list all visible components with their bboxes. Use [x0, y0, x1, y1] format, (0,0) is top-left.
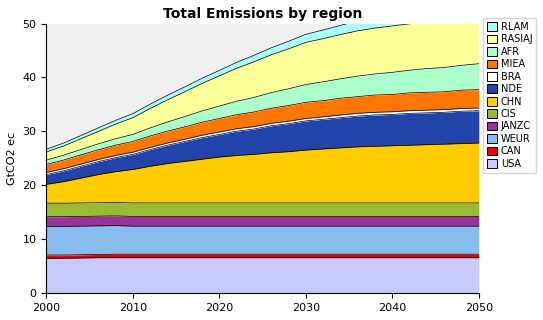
Legend: RLAM, RASIAJ, AFR, MIEA, BRA, NDE, CHN, CIS, JANZC, WEUR, CAN, USA: RLAM, RASIAJ, AFR, MIEA, BRA, NDE, CHN, … — [483, 18, 536, 172]
Title: Total Emissions by region: Total Emissions by region — [163, 7, 362, 21]
Y-axis label: GtCO2 ec: GtCO2 ec — [7, 132, 17, 185]
